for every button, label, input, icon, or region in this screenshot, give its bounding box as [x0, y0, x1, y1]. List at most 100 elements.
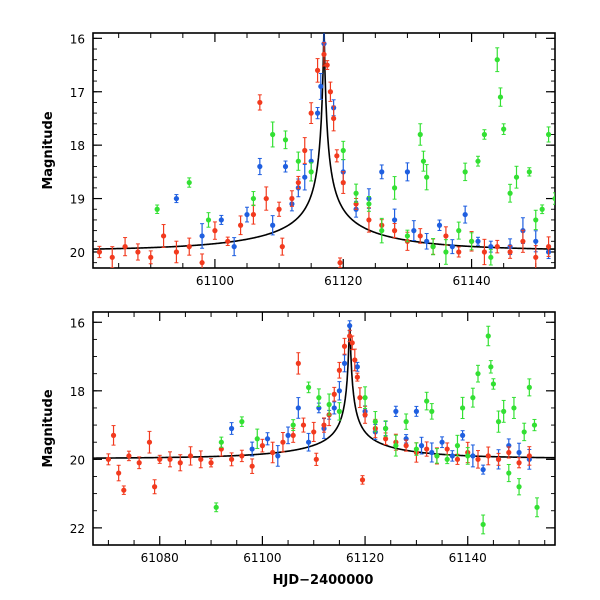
data-point: [218, 214, 224, 225]
data-point: [460, 396, 466, 420]
data-point: [516, 457, 522, 469]
data-point: [290, 419, 296, 431]
data-point: [122, 237, 128, 257]
data-point: [135, 243, 141, 261]
data-point: [318, 72, 324, 100]
data-point: [146, 430, 153, 454]
data-point: [254, 428, 260, 449]
series-green: [213, 325, 540, 535]
data-point: [443, 239, 449, 265]
data-point: [404, 162, 411, 182]
data-point: [403, 439, 409, 452]
data-point: [331, 386, 337, 402]
data-point: [379, 164, 385, 180]
data-point: [264, 432, 271, 446]
data-point: [379, 217, 385, 244]
data-point: [154, 204, 160, 214]
data-point: [485, 446, 491, 466]
y-axis-label: Magnitude: [41, 111, 56, 190]
data-point: [352, 348, 358, 372]
data-point: [456, 246, 462, 258]
y-tick-label: 17: [70, 86, 85, 100]
data-point: [516, 478, 522, 496]
data-point: [341, 354, 348, 373]
data-point: [306, 381, 312, 394]
data-point: [462, 162, 468, 182]
data-point: [353, 183, 359, 203]
data-point: [126, 450, 132, 462]
data-point: [270, 441, 276, 464]
data-point: [295, 151, 301, 171]
data-point: [404, 229, 411, 243]
data-point: [148, 250, 154, 265]
data-point: [257, 157, 263, 176]
plot-area: [93, 320, 555, 535]
data-point: [383, 420, 389, 437]
data-point: [250, 191, 257, 207]
data-point: [306, 432, 312, 452]
data-point: [308, 102, 314, 125]
data-point: [173, 194, 180, 204]
data-point: [257, 94, 263, 111]
x-tick-label: 61100: [196, 274, 234, 288]
data-point: [456, 221, 462, 240]
data-point: [444, 442, 450, 456]
data-point: [295, 352, 301, 375]
data-point: [231, 237, 237, 257]
x-tick-label: 61140: [449, 551, 487, 565]
data-point: [160, 224, 167, 248]
data-point: [105, 453, 111, 466]
data-point: [308, 162, 314, 182]
data-point: [481, 129, 488, 140]
data-point: [424, 391, 430, 411]
data-point: [186, 177, 192, 188]
data-point: [413, 405, 419, 417]
data-point: [439, 436, 445, 449]
data-point: [282, 160, 289, 173]
y-tick-label: 20: [70, 453, 85, 467]
data-point: [249, 441, 255, 457]
data-point: [520, 229, 526, 253]
data-point: [229, 452, 235, 467]
data-point: [259, 438, 265, 453]
data-point: [212, 221, 218, 240]
data-point: [357, 387, 363, 409]
data-point: [552, 192, 555, 205]
data-point: [460, 430, 466, 441]
x-tick-label: 61120: [324, 274, 362, 288]
data-point: [314, 107, 321, 120]
data-point: [316, 388, 322, 407]
data-point: [186, 237, 192, 256]
data-point: [205, 212, 212, 228]
data-point: [429, 403, 435, 420]
data-point: [391, 176, 398, 200]
data-point: [506, 446, 512, 459]
data-point: [475, 450, 481, 469]
data-point: [534, 497, 540, 518]
series-green: [154, 47, 555, 266]
model-curve: [93, 33, 555, 250]
data-point: [545, 126, 552, 143]
data-point: [187, 446, 194, 466]
data-point: [110, 425, 117, 446]
data-point: [444, 454, 450, 465]
data-point: [521, 422, 527, 442]
data-point: [495, 410, 502, 433]
data-point: [511, 396, 517, 419]
data-point: [359, 475, 366, 485]
x-tick-label: 61120: [346, 551, 384, 565]
data-point: [295, 175, 301, 190]
data-point: [539, 204, 545, 215]
data-point: [349, 335, 355, 351]
data-point: [300, 417, 307, 433]
data-point: [526, 167, 532, 177]
data-point: [494, 47, 500, 73]
data-point: [354, 361, 360, 372]
data-point: [417, 228, 423, 244]
data-point: [513, 165, 520, 189]
data-point: [324, 60, 330, 70]
y-tick-label: 18: [70, 139, 85, 153]
data-point: [282, 130, 289, 150]
data-point: [275, 445, 281, 467]
y-tick-label: 19: [70, 193, 85, 207]
